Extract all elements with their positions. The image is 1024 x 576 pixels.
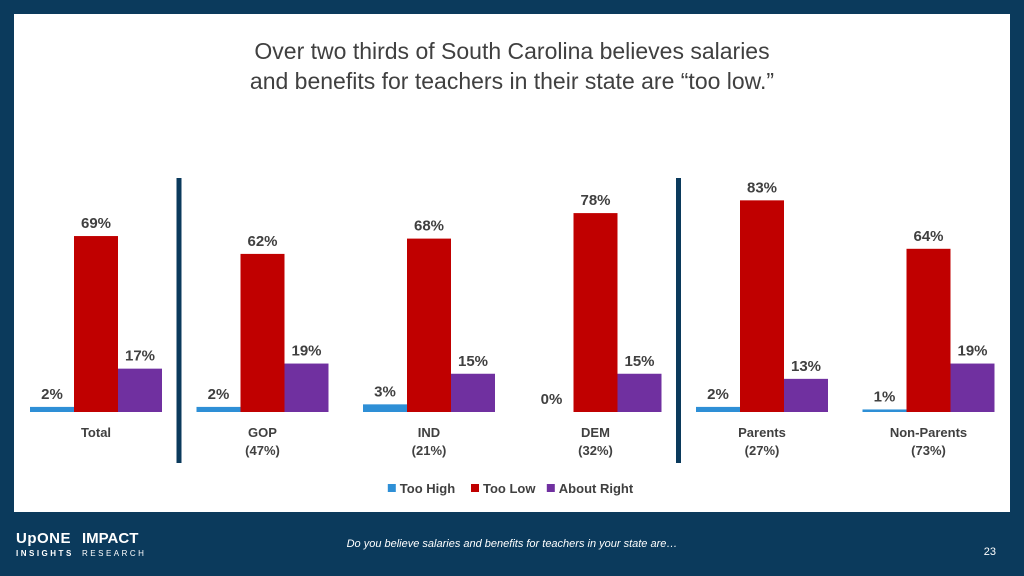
category-sublabel-gop: (47%) [245, 443, 280, 458]
bar-parents-about-right [784, 378, 828, 412]
data-label-dem-too-high: 0% [541, 391, 563, 408]
data-label-total-too-low: 69% [81, 215, 111, 232]
data-label-dem-about-right: 15% [624, 353, 654, 370]
bar-dem-about-right [617, 373, 662, 412]
data-label-total-too-high: 2% [41, 386, 63, 403]
bar-ind-too-low [407, 238, 451, 412]
category-label-parents: Parents [738, 425, 786, 440]
bar-total-too-high [30, 406, 74, 412]
data-label-parents-about-right: 13% [791, 358, 821, 375]
category-label-total: Total [81, 425, 111, 440]
bar-parents-too-low [740, 200, 784, 412]
page-number: 23 [983, 546, 996, 558]
data-label-gop-too-low: 62% [247, 233, 277, 250]
chart-title: Over two thirds of South Carolina believ… [0, 36, 1024, 96]
bar-ind-too-high [363, 404, 407, 412]
chart-title-line-2: and benefits for teachers in their state… [249, 68, 775, 94]
bar-gop-too-low [240, 253, 285, 412]
category-sublabel-parents: (27%) [745, 443, 780, 458]
impact-logo-subtext: RESEARCH [82, 549, 147, 558]
bar-dem-too-low [573, 213, 618, 412]
upone-logo-text: UpONE [16, 530, 71, 547]
category-label-gop: GOP [248, 425, 277, 440]
category-sublabel-non-parents: (73%) [911, 443, 946, 458]
category-label-dem: DEM [581, 425, 610, 440]
category-label-ind: IND [418, 425, 440, 440]
data-label-non-parents-about-right: 19% [957, 343, 987, 360]
bar-ind-about-right [451, 373, 495, 412]
data-label-ind-too-high: 3% [374, 383, 396, 400]
bar-non-parents-about-right [950, 363, 995, 412]
data-label-dem-too-low: 78% [580, 192, 610, 209]
bar-parents-too-high [696, 406, 740, 412]
category-sublabel-dem: (32%) [578, 443, 613, 458]
legend-label-too-high: Too High [400, 481, 455, 496]
data-label-gop-about-right: 19% [291, 343, 321, 360]
legend-label-too-low: Too Low [483, 481, 536, 496]
survey-question: Do you believe salaries and benefits for… [346, 538, 678, 550]
bar-total-too-low [74, 236, 118, 412]
chart-title-line-1: Over two thirds of South Carolina believ… [254, 38, 770, 64]
legend-swatch-about-right [546, 484, 555, 492]
category-sublabel-ind: (21%) [412, 443, 447, 458]
bar-gop-about-right [284, 363, 329, 412]
bar-non-parents-too-high [862, 409, 907, 412]
legend-label-about-right: About Right [559, 481, 634, 496]
data-label-total-about-right: 17% [125, 348, 155, 365]
upone-logo-subtext: INSIGHTS [16, 549, 74, 558]
impact-logo-text: IMPACT [82, 530, 139, 547]
data-label-parents-too-high: 2% [707, 386, 729, 403]
bar-gop-too-high [196, 406, 241, 412]
legend-swatch-too-low [471, 484, 479, 492]
group-divider-after-total [176, 178, 182, 463]
bar-total-about-right [118, 368, 162, 412]
bar-non-parents-too-low [906, 248, 951, 412]
data-label-parents-too-low: 83% [747, 179, 777, 196]
data-label-ind-about-right: 15% [458, 353, 488, 370]
data-label-non-parents-too-high: 1% [874, 388, 896, 405]
data-label-gop-too-high: 2% [208, 386, 230, 403]
group-divider-after-dem [676, 178, 681, 463]
data-label-ind-too-low: 68% [414, 218, 444, 235]
category-label-non-parents: Non-Parents [890, 425, 967, 440]
data-label-non-parents-too-low: 64% [913, 228, 943, 245]
legend-swatch-too-high [387, 484, 396, 492]
